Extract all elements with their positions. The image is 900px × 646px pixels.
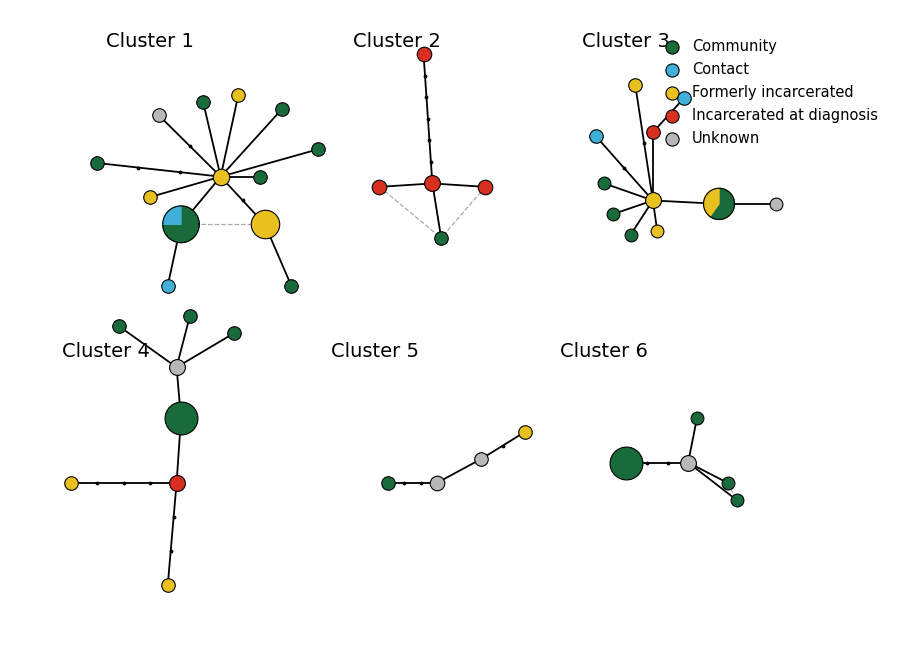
Point [589, 130, 603, 141]
Point [721, 478, 735, 488]
Point [152, 110, 166, 121]
Legend: Community, Contact, Formerly incarcerated, Incarcerated at diagnosis, Unknown: Community, Contact, Formerly incarcerate… [652, 33, 884, 152]
Point [160, 580, 175, 590]
Point [284, 280, 299, 291]
Point [645, 195, 660, 205]
Text: Cluster 4: Cluster 4 [62, 342, 150, 361]
Point [160, 280, 175, 291]
Point [624, 229, 638, 240]
Point [174, 413, 188, 424]
Point [689, 413, 704, 424]
Point [681, 457, 696, 468]
Point [645, 127, 660, 138]
Point [434, 233, 448, 243]
Point [64, 478, 78, 488]
Point [518, 427, 532, 437]
Point [650, 226, 664, 236]
Point [417, 49, 431, 59]
Point [196, 97, 211, 107]
Point [183, 311, 197, 321]
Text: Cluster 3: Cluster 3 [582, 32, 670, 51]
Polygon shape [163, 206, 181, 224]
Point [730, 495, 744, 505]
Polygon shape [163, 206, 199, 243]
Point [253, 171, 267, 182]
Point [310, 144, 325, 154]
Point [227, 328, 241, 339]
Point [112, 321, 126, 331]
Point [473, 454, 488, 464]
Point [770, 199, 784, 209]
Point [275, 103, 290, 114]
Point [143, 192, 157, 202]
Point [677, 93, 691, 103]
Point [381, 478, 395, 488]
Point [257, 219, 272, 229]
Point [478, 182, 492, 192]
Point [619, 457, 634, 468]
Point [373, 182, 387, 192]
Point [169, 478, 184, 488]
Polygon shape [710, 188, 734, 220]
Text: Cluster 1: Cluster 1 [106, 32, 194, 51]
Point [628, 79, 643, 90]
Point [598, 178, 612, 189]
Text: Cluster 2: Cluster 2 [353, 32, 441, 51]
Point [606, 209, 620, 219]
Polygon shape [704, 188, 719, 216]
Point [90, 158, 104, 168]
Point [213, 171, 228, 182]
Point [429, 478, 444, 488]
Text: Cluster 6: Cluster 6 [561, 342, 648, 361]
Point [425, 178, 439, 189]
Point [169, 362, 184, 372]
Text: Cluster 5: Cluster 5 [331, 342, 419, 361]
Point [231, 90, 246, 100]
